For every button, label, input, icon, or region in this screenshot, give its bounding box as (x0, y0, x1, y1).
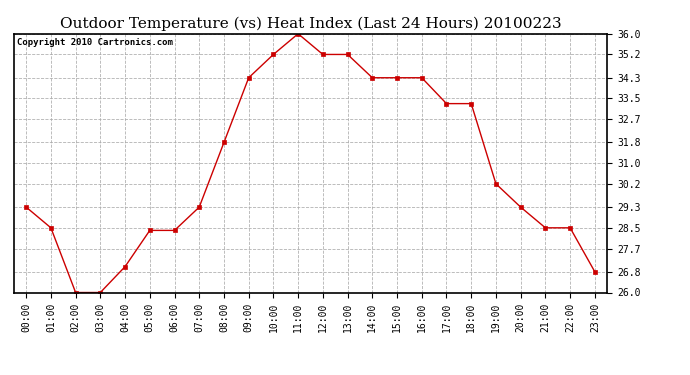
Title: Outdoor Temperature (vs) Heat Index (Last 24 Hours) 20100223: Outdoor Temperature (vs) Heat Index (Las… (60, 17, 561, 31)
Text: Copyright 2010 Cartronics.com: Copyright 2010 Cartronics.com (17, 38, 172, 46)
